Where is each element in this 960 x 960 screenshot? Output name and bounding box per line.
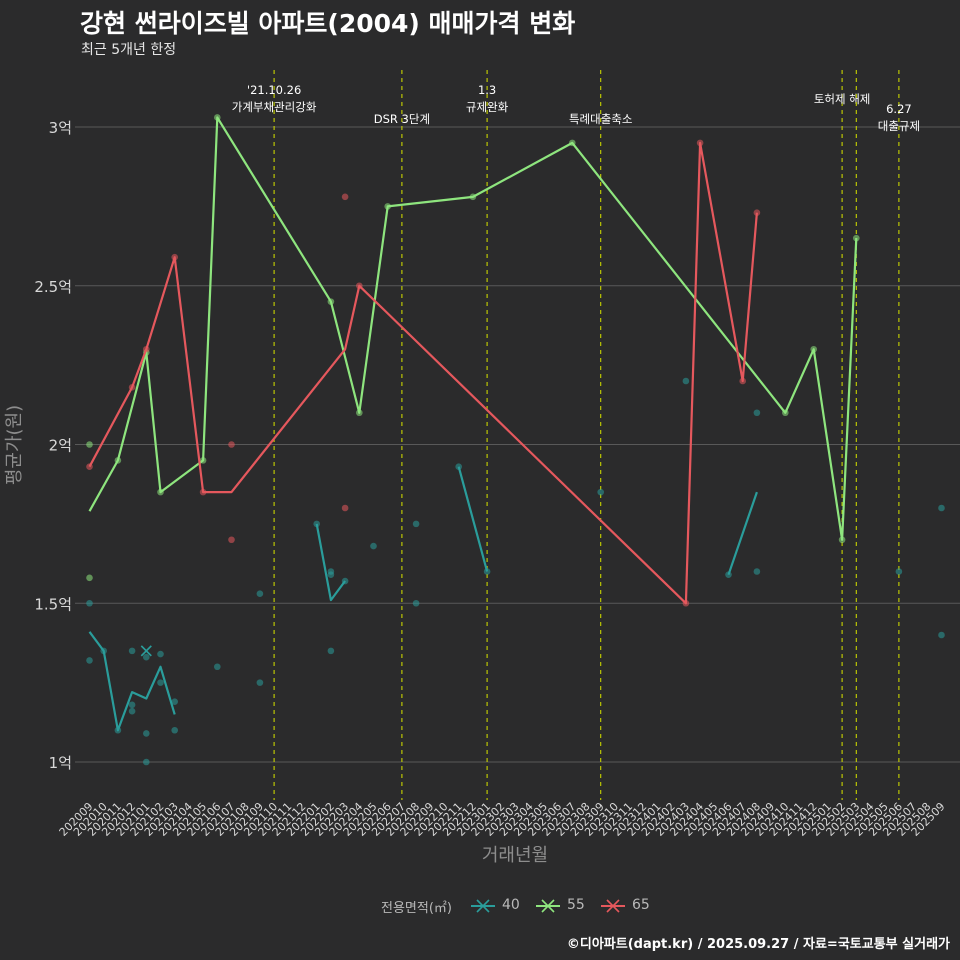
data-point-40 (157, 679, 164, 686)
y-axis-label: 평균가(원) (4, 405, 25, 485)
series-line-40 (457, 466, 489, 572)
data-point-40 (256, 679, 264, 686)
legend-key-40 (471, 899, 495, 913)
data-point-65 (228, 536, 235, 544)
data-point-65 (228, 441, 235, 448)
data-point-40 (143, 758, 150, 766)
data-point-55 (86, 441, 93, 448)
data-point-40 (171, 726, 178, 734)
data-point-40 (597, 488, 604, 496)
data-point-40 (214, 663, 221, 671)
data-point-40 (682, 377, 690, 385)
data-point-40 (327, 647, 335, 655)
y-tick-label: 1억 (49, 754, 72, 772)
series-line-40 (88, 631, 176, 732)
series-line-40 (315, 523, 346, 602)
series-line-65 (88, 141, 758, 605)
data-point-40 (143, 730, 150, 737)
event-label: 6.27 (886, 102, 912, 116)
event-label: 토허제 해제 (814, 92, 871, 106)
data-point-40 (86, 657, 93, 664)
y-tick-label: 3억 (49, 119, 72, 137)
data-point-40 (753, 568, 761, 575)
legend-key-65 (601, 899, 625, 913)
data-point-40 (412, 520, 420, 528)
data-point-55 (86, 574, 93, 582)
legend: 전용면적(㎡) 40 55 65 (0, 893, 960, 919)
data-point-40 (327, 571, 335, 578)
event-label: 대출규제 (878, 119, 920, 133)
series-line-55 (88, 116, 858, 541)
legend-key-55 (536, 899, 560, 913)
event-label: 특례대출축소 (569, 112, 632, 126)
data-point-40 (483, 568, 491, 575)
data-point-40 (86, 599, 93, 607)
data-point-40 (143, 653, 150, 661)
chart-subtitle: 최근 5개년 한정 (81, 42, 177, 58)
data-point-65 (341, 193, 349, 201)
data-point-40 (370, 542, 377, 550)
event-label: 가계부채관리강화 (232, 100, 317, 114)
data-point-40 (938, 631, 945, 639)
data-point-40 (895, 568, 903, 575)
data-point-40 (157, 650, 164, 658)
legend-label-40: 40 (502, 897, 520, 913)
y-tick-label: 2억 (49, 437, 72, 455)
event-label: 규제완화 (466, 100, 509, 114)
data-point-40 (938, 504, 945, 512)
x-axis-label: 거래년월 (482, 845, 548, 866)
legend-label-65: 65 (632, 897, 650, 913)
data-point-40 (171, 698, 178, 705)
legend-title: 전용면적(㎡) (381, 901, 452, 916)
series-line-40 (727, 491, 758, 576)
event-label: 1.3 (478, 83, 496, 97)
y-tick-label: 2.5억 (34, 278, 72, 296)
data-point-40 (256, 590, 264, 598)
data-point-40 (128, 707, 136, 715)
y-tick-label: 1.5억 (34, 595, 72, 613)
data-point-40 (128, 701, 136, 709)
event-label: DSR 3단계 (374, 112, 430, 126)
data-point-40 (412, 599, 420, 607)
legend-label-55: 55 (567, 897, 585, 913)
source-caption: ©디아파트(dapt.kr) / 2025.09.27 / 자료=국토교통부 실… (566, 937, 950, 952)
data-point-40 (753, 409, 761, 417)
data-point-40 (128, 647, 136, 655)
event-label: '21.10.26 (247, 83, 301, 97)
cross-marker-40 (140, 645, 152, 657)
chart-title: 강현 썬라이즈빌 아파트(2004) 매매가격 변화 (80, 9, 576, 38)
data-point-40 (313, 520, 321, 528)
data-point-65 (341, 504, 349, 512)
